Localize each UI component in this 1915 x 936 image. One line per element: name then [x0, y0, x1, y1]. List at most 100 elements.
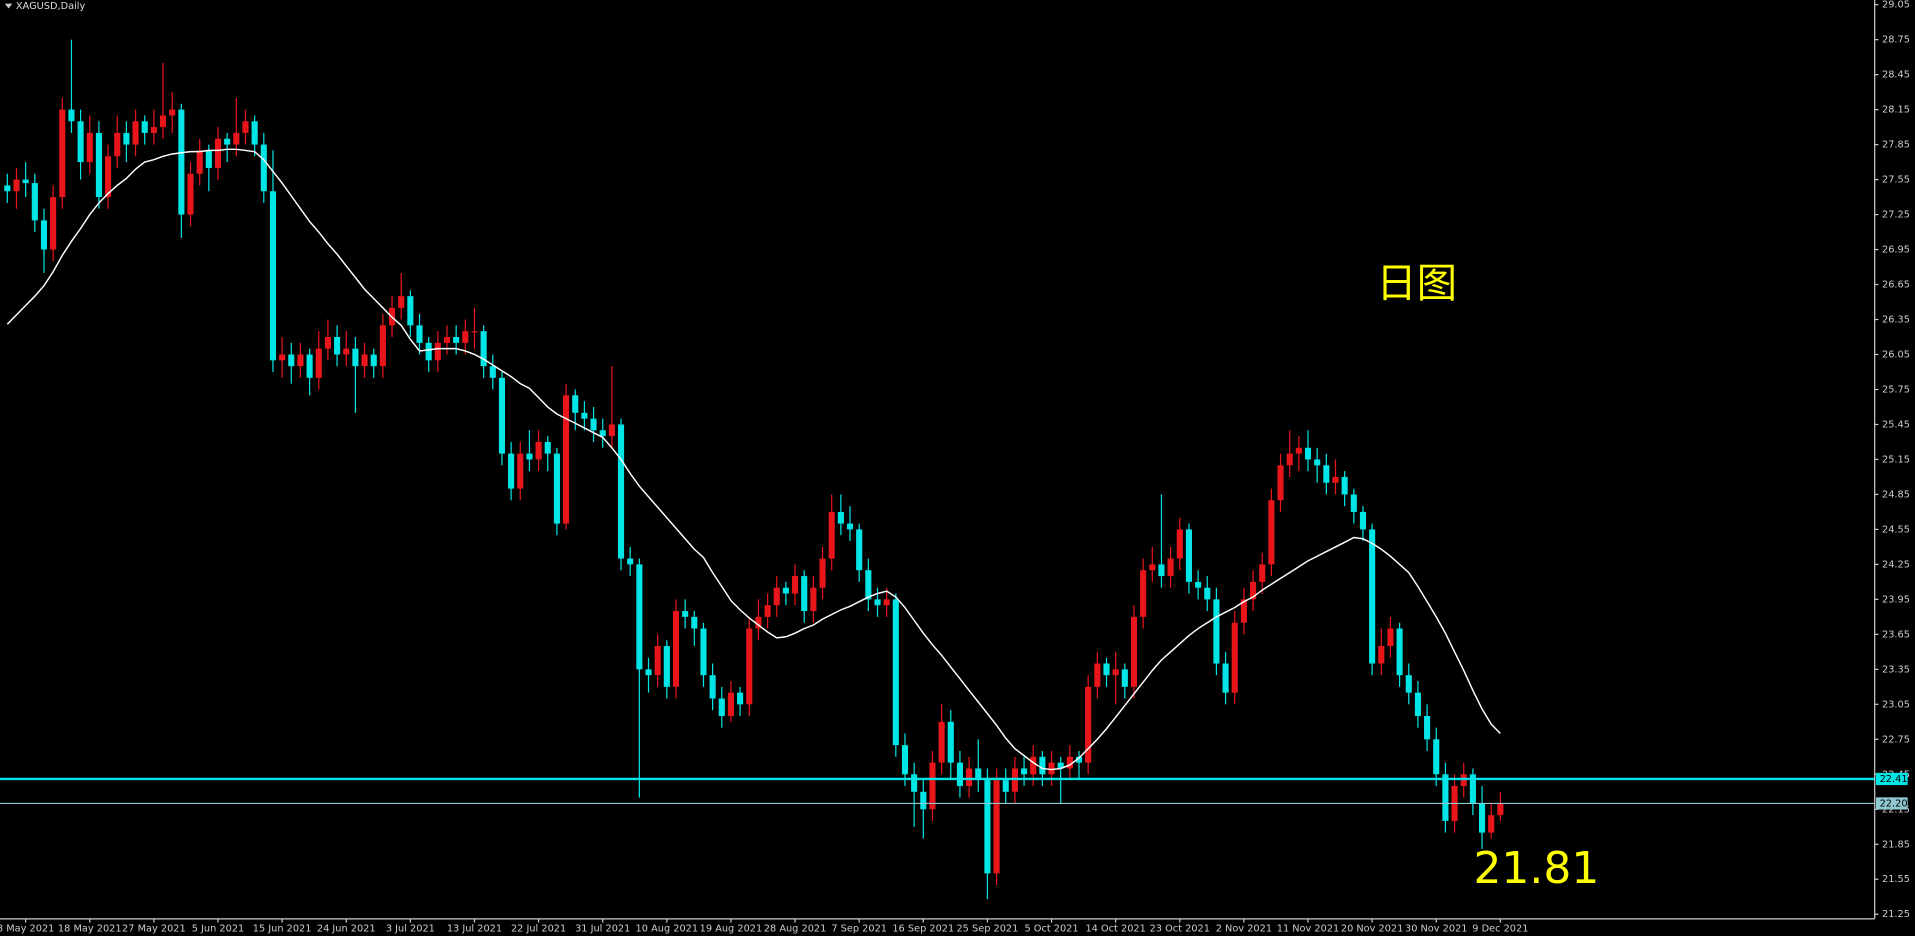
candle-body — [1277, 465, 1284, 501]
y-tick-label: 26.95 — [1882, 245, 1910, 256]
candle-body — [792, 576, 799, 594]
candle-body — [1158, 564, 1165, 577]
x-tick-label: 28 Aug 2021 — [764, 924, 827, 935]
candle-body — [1085, 686, 1092, 763]
candle-body — [1250, 581, 1257, 600]
candle-body — [279, 354, 286, 361]
y-tick-label: 28.15 — [1882, 105, 1910, 116]
candle-body — [4, 185, 11, 192]
candle-body — [1094, 663, 1101, 687]
candle-body — [443, 337, 451, 343]
candle-body — [993, 780, 1000, 874]
x-tick-label: 14 Oct 2021 — [1085, 924, 1145, 935]
candle-body — [984, 780, 991, 874]
y-tick-label: 24.85 — [1882, 489, 1910, 500]
x-tick-label: 19 Aug 2021 — [700, 924, 763, 935]
candle-body — [1021, 768, 1028, 775]
candle-body — [947, 721, 954, 763]
candle-body — [773, 587, 780, 606]
candle-body — [966, 768, 973, 786]
candle-body — [1341, 476, 1348, 495]
candle-body — [1405, 675, 1412, 693]
candle-body — [315, 348, 322, 378]
candle-body — [1350, 494, 1357, 512]
candle-body — [727, 692, 735, 716]
candle-body — [13, 179, 20, 192]
candle-body — [379, 325, 386, 367]
y-tick-label: 28.45 — [1882, 70, 1910, 81]
x-tick-label: 2 Nov 2021 — [1216, 924, 1272, 935]
y-tick-label: 25.75 — [1882, 384, 1910, 395]
candle-body — [86, 132, 93, 163]
candle-body — [233, 132, 240, 145]
candle-body — [242, 121, 249, 133]
y-tick-label: 26.65 — [1882, 280, 1910, 291]
x-tick-label: 18 May 2021 — [58, 924, 122, 935]
candle-body — [810, 587, 817, 612]
candle-body — [901, 745, 909, 775]
candle-body — [1314, 459, 1321, 466]
candle-body — [682, 611, 689, 617]
candle-body — [645, 669, 652, 676]
annotation: 21.81 — [1473, 843, 1599, 894]
candle-body — [782, 587, 789, 594]
y-tick-label: 21.85 — [1882, 839, 1910, 850]
y-tick-label: 27.55 — [1882, 175, 1910, 186]
candle-body — [1323, 465, 1330, 483]
candle-body — [50, 197, 57, 250]
candle-body — [819, 558, 826, 588]
candle-body — [709, 675, 716, 699]
candle-body — [1268, 500, 1275, 565]
y-tick-label: 27.85 — [1882, 140, 1910, 151]
candle-body — [1066, 756, 1073, 769]
candle-body — [617, 424, 625, 559]
candle-body — [1332, 476, 1339, 483]
candle-body — [572, 395, 579, 413]
candle-body — [1039, 756, 1046, 775]
x-tick-label: 23 Oct 2021 — [1150, 924, 1210, 935]
candle-body — [517, 453, 524, 489]
candle-body — [260, 144, 267, 192]
candle-body — [1222, 663, 1229, 693]
candle-body — [581, 412, 588, 419]
candle-body — [453, 337, 460, 343]
candle-body — [846, 523, 854, 530]
candle-body — [837, 511, 844, 524]
candle-body — [462, 331, 469, 343]
candle-body — [59, 109, 66, 198]
candle-body — [1259, 564, 1266, 582]
x-tick-label: 25 Sep 2021 — [956, 924, 1018, 935]
x-tick-label: 11 Nov 2021 — [1277, 924, 1340, 935]
x-tick-label: 5 Oct 2021 — [1024, 924, 1078, 935]
y-tick-label: 21.55 — [1882, 874, 1910, 885]
candle-body — [398, 296, 405, 308]
x-tick-label: 30 Nov 2021 — [1405, 924, 1468, 935]
candle-body — [269, 191, 277, 361]
annotation: 日图 — [1376, 260, 1457, 307]
candle-body — [1167, 558, 1174, 577]
candle-body — [1231, 622, 1238, 693]
candle-body — [343, 348, 350, 355]
candle-body — [214, 138, 222, 168]
candle-body — [892, 599, 899, 746]
x-tick-label: 24 Jun 2021 — [317, 924, 376, 935]
candle-body — [334, 337, 341, 355]
candle-body — [352, 348, 359, 367]
candle-body — [1488, 815, 1495, 833]
x-tick-label: 27 May 2021 — [122, 924, 186, 935]
candle-body — [865, 570, 872, 600]
candle-body — [1185, 529, 1192, 582]
candle-body — [608, 424, 615, 437]
candle-body — [737, 692, 744, 705]
candle-body — [627, 558, 634, 565]
y-tick-label: 24.25 — [1882, 559, 1910, 570]
y-tick-label: 26.05 — [1882, 349, 1910, 360]
candle-body — [132, 121, 139, 145]
candle-body — [489, 366, 496, 378]
y-tick-label: 23.05 — [1882, 699, 1910, 710]
candle-body — [1359, 511, 1367, 530]
candle-body — [1478, 803, 1486, 833]
candle-body — [498, 377, 506, 454]
